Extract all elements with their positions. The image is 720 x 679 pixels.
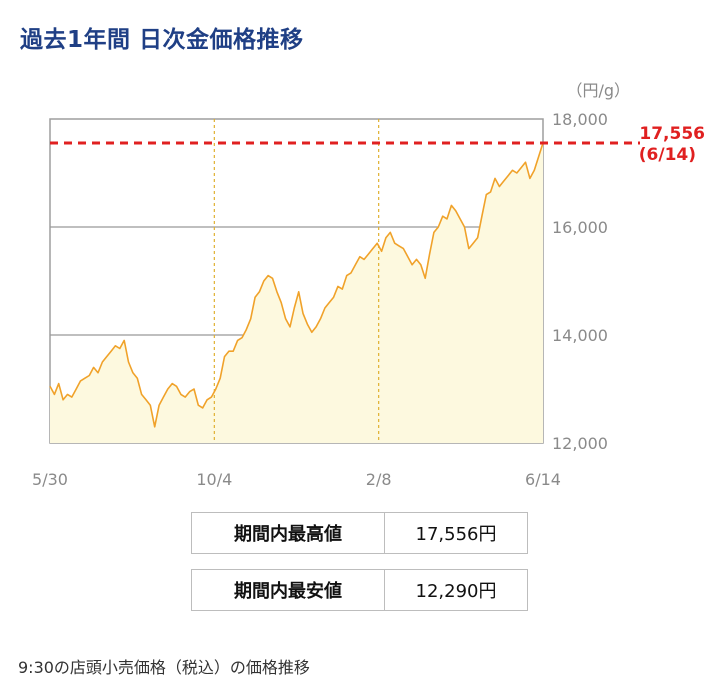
x-tick-label: 2/8 [366, 470, 392, 489]
y-tick-label: 12,000 [552, 434, 608, 453]
price-line [49, 142, 544, 428]
y-tick-label: 16,000 [552, 218, 608, 237]
price-area-fill [50, 143, 543, 443]
max-value-label: 17,556 [639, 124, 705, 144]
y-unit-label: （円/g） [566, 81, 630, 100]
x-tick-label: 6/14 [525, 470, 561, 489]
low-price-value: 12,290円 [384, 569, 528, 611]
high-price-label: 期間内最高値 [191, 512, 385, 554]
y-tick-label: 18,000 [552, 110, 608, 129]
high-price-table: 期間内最高値 17,556円 [191, 512, 528, 554]
period-divider-lines [213, 119, 380, 443]
max-date-label: (6/14) [639, 145, 696, 165]
x-tick-label: 5/30 [32, 470, 68, 489]
low-price-table: 期間内最安値 12,290円 [191, 569, 528, 611]
x-tick-labels: 5/30 10/4 2/8 6/14 [32, 470, 561, 489]
high-price-value: 17,556円 [384, 512, 528, 554]
x-tick-label: 10/4 [196, 470, 232, 489]
y-tick-label: 14,000 [552, 326, 608, 345]
gold-price-chart: （円/g） 12,000 14,000 16,000 18,000 5/30 10/4 2… [32, 81, 705, 489]
chart-title: 過去1年間 日次金価格推移 [20, 27, 304, 53]
y-tick-labels: 12,000 14,000 16,000 18,000 [552, 110, 608, 453]
low-price-label: 期間内最安値 [191, 569, 385, 611]
chart-caption: 9:30の店頭小売価格（税込）の価格推移 [18, 658, 310, 677]
